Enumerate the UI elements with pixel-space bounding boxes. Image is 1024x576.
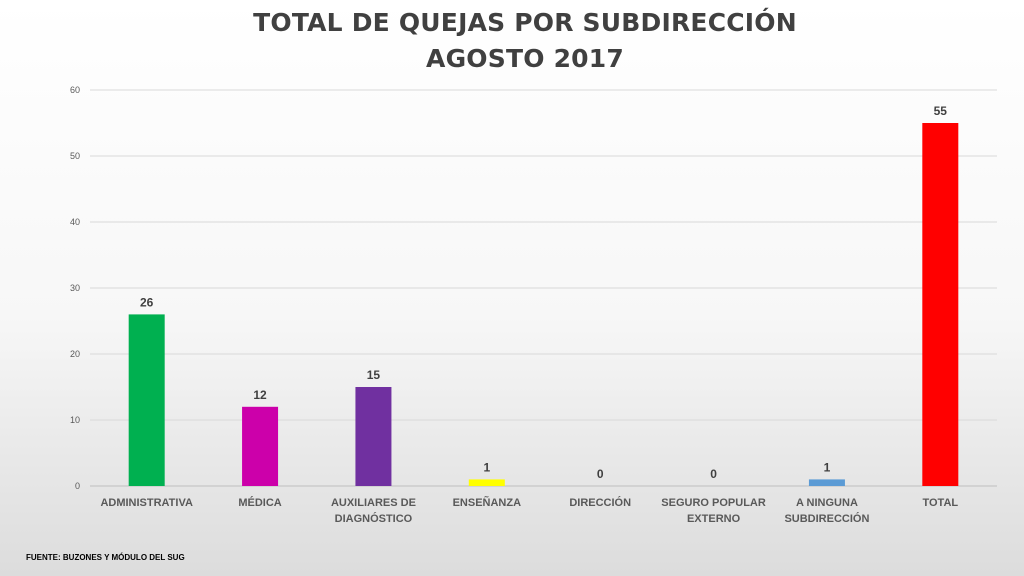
- y-tick-label: 30: [70, 283, 80, 293]
- y-tick-label: 20: [70, 349, 80, 359]
- x-tick-label: AUXILIARES DE: [331, 497, 416, 509]
- data-label: 55: [934, 104, 948, 118]
- bar: [242, 406, 279, 486]
- bar: [922, 123, 959, 486]
- x-tick-label: EXTERNO: [687, 513, 741, 525]
- x-tick-label: DIRECCIÓN: [569, 496, 631, 509]
- data-label: 0: [597, 467, 604, 481]
- data-label: 1: [824, 460, 831, 474]
- x-tick-label: SUBDIRECCIÓN: [784, 512, 869, 525]
- data-label: 12: [253, 388, 267, 402]
- x-tick-label: TOTAL: [922, 497, 958, 509]
- y-tick-label: 10: [70, 415, 80, 425]
- bar: [808, 479, 845, 486]
- x-tick-label: ADMINISTRATIVA: [100, 497, 193, 509]
- y-tick-label: 50: [70, 151, 80, 161]
- y-tick-label: 40: [70, 217, 80, 227]
- y-tick-label: 60: [70, 85, 80, 95]
- data-label: 15: [367, 368, 381, 382]
- x-tick-label: SEGURO POPULAR: [661, 497, 766, 509]
- x-tick-label: MÉDICA: [238, 496, 281, 509]
- x-tick-label: A NINGUNA: [796, 497, 858, 509]
- data-label: 26: [140, 295, 154, 309]
- x-tick-label: DIAGNÓSTICO: [335, 512, 413, 525]
- data-label: 0: [710, 467, 717, 481]
- bar: [128, 314, 165, 486]
- bar: [355, 387, 392, 486]
- data-label: 1: [483, 460, 490, 474]
- bar: [468, 479, 505, 486]
- chart-subtitle: AGOSTO 2017: [426, 44, 624, 73]
- x-tick-label: ENSEÑANZA: [453, 496, 522, 509]
- chart-title: TOTAL DE QUEJAS POR SUBDIRECCIÓN: [253, 8, 797, 37]
- y-tick-label: 0: [75, 481, 80, 491]
- source-note: FUENTE: BUZONES Y MÓDULO DEL SUG: [26, 553, 185, 562]
